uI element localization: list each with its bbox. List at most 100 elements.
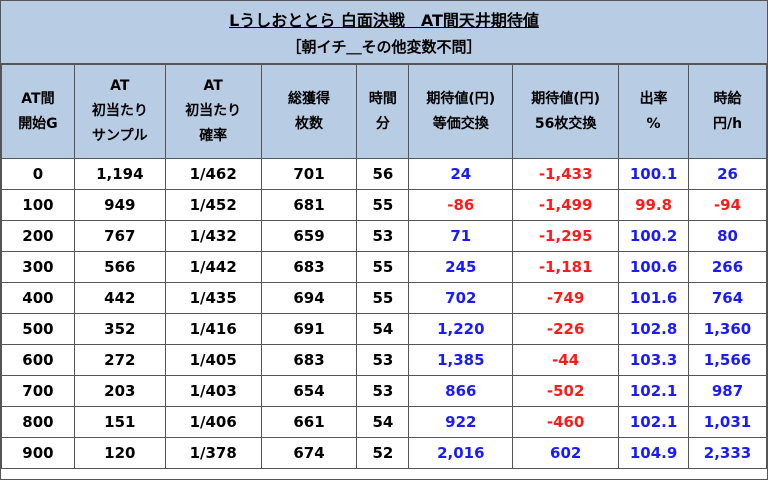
table-cell: 1,566	[688, 344, 767, 376]
table-cell: -1,181	[512, 251, 620, 283]
table-cell: 55	[356, 282, 410, 314]
table-cell: 1,031	[688, 406, 767, 438]
data-grid: AT間 開始G AT 初当たり サンプル AT 初当たり 確率 総獲得 枚数 時間分期待値(円) 等価…	[1, 64, 767, 469]
column-header: AT 初当たりサンプル	[73, 64, 166, 159]
table-cell: 0	[1, 158, 75, 190]
page-subtitle: ［朝イチ＿その他変数不問］	[286, 38, 482, 56]
column-header: 時間分	[356, 64, 410, 159]
table-row: 600 272 1/405 683 53 1,385 -44 103.3 1,566	[1, 344, 767, 376]
column-header-line: 時間	[368, 90, 397, 107]
table-cell: 1,194	[73, 158, 166, 190]
table-cell: 102.1	[618, 375, 690, 407]
table-cell: 700	[1, 375, 75, 407]
table-cell: 1/442	[164, 251, 262, 283]
table-cell: 24	[408, 158, 514, 190]
table-cell: 674	[260, 437, 358, 469]
table-cell: 400	[1, 282, 75, 314]
table-cell: 600	[1, 344, 75, 376]
table-cell: 702	[408, 282, 514, 314]
table-cell: 120	[73, 437, 166, 469]
table-cell: 694	[260, 282, 358, 314]
table-row: 500 352 1/416 691 54 1,220 -226 102.8 1,360	[1, 313, 767, 345]
table-cell: 2,333	[688, 437, 767, 469]
table-cell: 53	[356, 375, 410, 407]
column-header: 出率%	[618, 64, 690, 159]
table-cell: 53	[356, 220, 410, 252]
table-row: 200 767 1/432 659 53 71 -1,295 100.2 80	[1, 220, 767, 252]
table-cell: 681	[260, 189, 358, 221]
column-header-line: 56枚交換	[534, 115, 597, 132]
table-cell: 80	[688, 220, 767, 252]
table-cell: -1,295	[512, 220, 620, 252]
column-header-line: 期待値(円)	[426, 90, 496, 107]
table-cell: -226	[512, 313, 620, 345]
table-cell: 900	[1, 437, 75, 469]
table-cell: 272	[73, 344, 166, 376]
column-header: 時給円/h	[688, 64, 767, 159]
table-cell: 55	[356, 189, 410, 221]
column-header-line: 開始G	[18, 115, 58, 132]
table-cell: -1,433	[512, 158, 620, 190]
table-row: 300 566 1/442 683 55 245 -1,181 100.6 266	[1, 251, 767, 283]
table-cell: 683	[260, 251, 358, 283]
column-header-line: 初当たり	[91, 103, 148, 119]
table-cell: 1/435	[164, 282, 262, 314]
table-row: 700 203 1/403 654 53 866 -502 102.1 987	[1, 375, 767, 407]
table-cell: 767	[73, 220, 166, 252]
table-cell: 691	[260, 313, 358, 345]
column-header-line: 総獲得	[288, 90, 331, 107]
title-banner: Lうしおととら 白面決戦 AT間天井期待値 ［朝イチ＿その他変数不問］	[1, 1, 767, 64]
column-header-line: AT	[110, 78, 130, 94]
table-cell: 104.9	[618, 437, 690, 469]
table-cell: 100.1	[618, 158, 690, 190]
table-cell: 764	[688, 282, 767, 314]
table-cell: -86	[408, 189, 514, 221]
table-cell: 987	[688, 375, 767, 407]
table-cell: 200	[1, 220, 75, 252]
table-row: 400 442 1/435 694 55 702 -749 101.6 764	[1, 282, 767, 314]
table-cell: 500	[1, 313, 75, 345]
table-cell: 602	[512, 437, 620, 469]
table-cell: 654	[260, 375, 358, 407]
column-header-line: 時給	[713, 90, 742, 107]
table-cell: 266	[688, 251, 767, 283]
column-header-line: サンプル	[92, 128, 148, 144]
column-header: 期待値(円) 56枚交換	[512, 64, 620, 159]
table-cell: 56	[356, 158, 410, 190]
column-header: 期待値(円) 等価交換	[408, 64, 514, 159]
table-cell: 1,220	[408, 313, 514, 345]
table-cell: 52	[356, 437, 410, 469]
table-cell: 800	[1, 406, 75, 438]
table-cell: 701	[260, 158, 358, 190]
table-cell: -460	[512, 406, 620, 438]
table-cell: 1/406	[164, 406, 262, 438]
table-cell: 1/405	[164, 344, 262, 376]
column-header-line: %	[646, 115, 661, 132]
table-cell: 1/403	[164, 375, 262, 407]
table-body: 0 1,194 1/462 701 56 24 -1,433 100.1 26 100 949 1/4…	[1, 158, 767, 469]
column-header: AT間開始G	[1, 64, 75, 159]
table-cell: 566	[73, 251, 166, 283]
table-cell: -749	[512, 282, 620, 314]
column-header-line: 円/h	[712, 115, 743, 132]
column-header-line: 出率	[639, 90, 668, 107]
table-cell: 1/432	[164, 220, 262, 252]
page-title: Lうしおととら 白面決戦 AT間天井期待値	[229, 11, 539, 30]
table-cell: 922	[408, 406, 514, 438]
table-cell: 2,016	[408, 437, 514, 469]
table-cell: 1,360	[688, 313, 767, 345]
table-cell: 102.1	[618, 406, 690, 438]
table-cell: 99.8	[618, 189, 690, 221]
column-header-line: AT間	[21, 90, 55, 107]
table-cell: 1,385	[408, 344, 514, 376]
table-cell: -502	[512, 375, 620, 407]
table-cell: 300	[1, 251, 75, 283]
table-cell: -44	[512, 344, 620, 376]
column-header-line: 等価交換	[432, 115, 489, 132]
column-header: AT 初当たり 確率	[164, 64, 262, 159]
table-cell: 1/462	[164, 158, 262, 190]
table-cell: -1,499	[512, 189, 620, 221]
table-cell: 100.2	[618, 220, 690, 252]
column-header-line: 確率	[199, 128, 228, 144]
